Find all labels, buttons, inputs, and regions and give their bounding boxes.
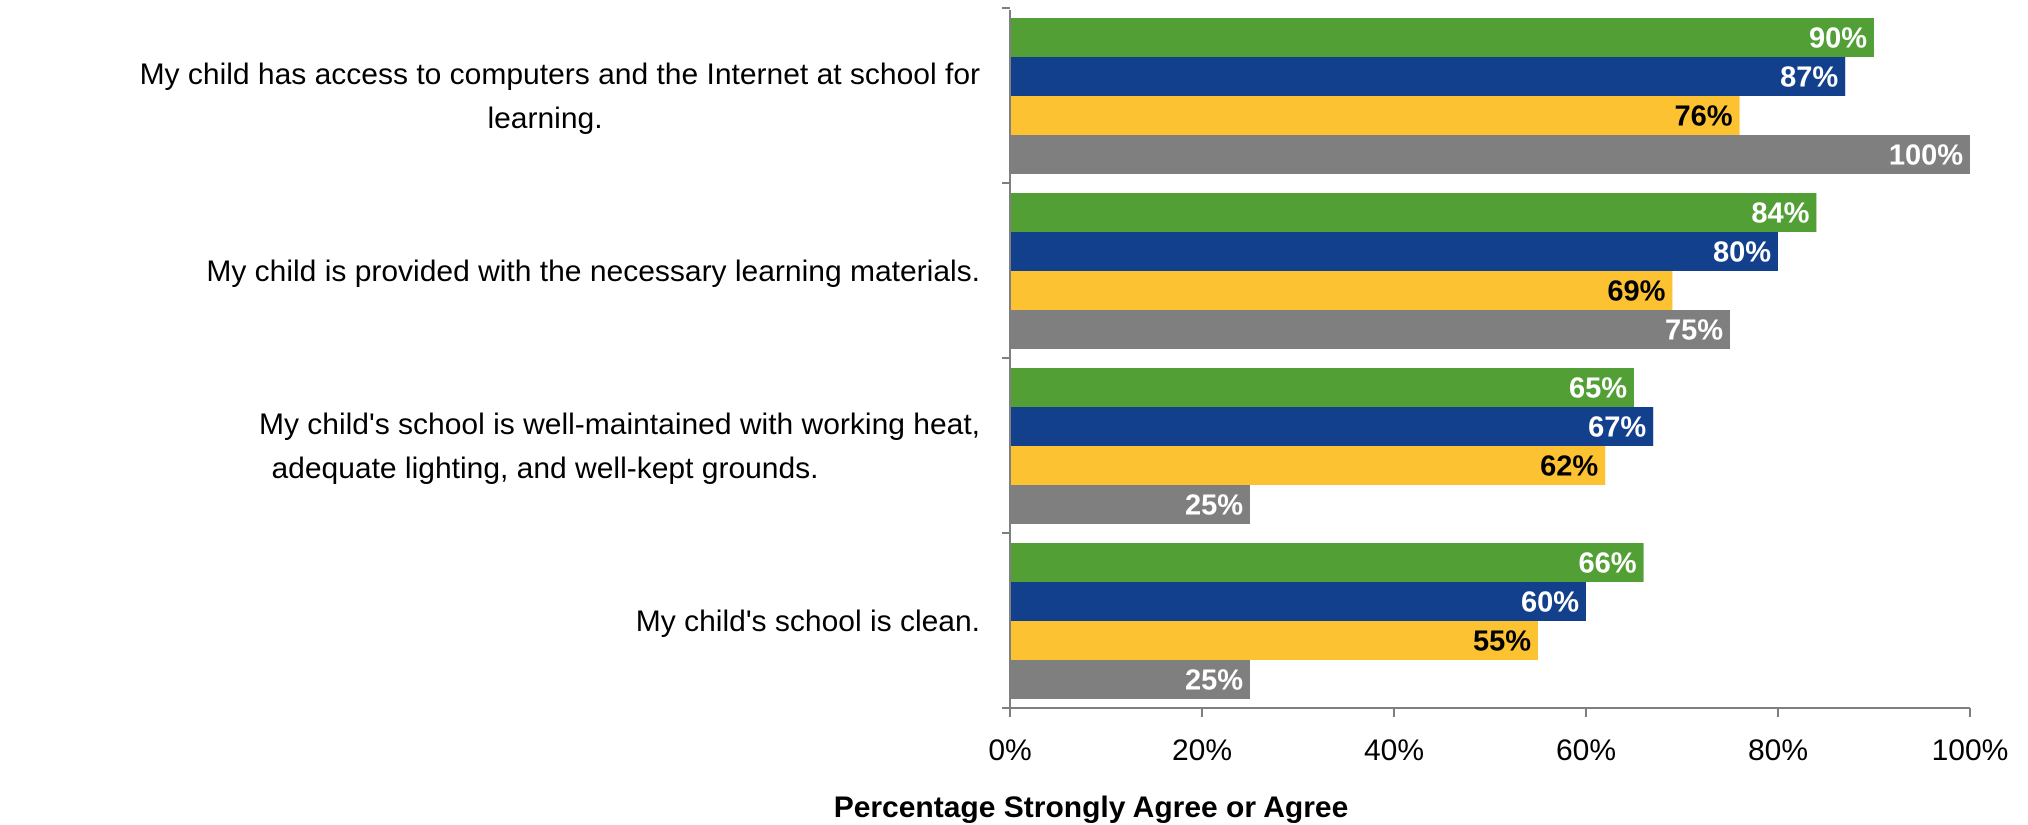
bar: [1010, 543, 1644, 582]
data-label: 69%: [1607, 276, 1665, 308]
data-labels: 90% 87% 76% 100% 84% 80% 69%75% 65% 67% 62% 25% 66%…: [1185, 23, 1963, 697]
bar: [1010, 57, 1846, 96]
data-label: 60%: [1521, 587, 1579, 619]
data-label: 25%: [1185, 490, 1243, 522]
bars-layer: [1010, 18, 1970, 699]
bar: [1010, 446, 1606, 485]
data-label: 65%: [1569, 373, 1627, 405]
category-label: learning.: [487, 102, 602, 135]
data-label: 67%: [1588, 412, 1646, 444]
bar: [1010, 271, 1673, 310]
x-axis-title: Percentage Strongly Agree or Agree: [834, 791, 1349, 824]
bar: [1010, 582, 1586, 621]
category-label: adequate lighting, and well-kept grounds…: [271, 452, 818, 485]
category-labels: My child has access to computers and the…: [140, 58, 980, 638]
bar: [1010, 621, 1538, 660]
x-tick-label: 40%: [1364, 734, 1424, 767]
category-label: My child's school is well-maintained wit…: [259, 408, 980, 441]
x-tick-label: 0%: [988, 734, 1031, 767]
data-label: 55%: [1473, 626, 1531, 658]
x-tick-labels: 0% 20% 40% 60% 80% 100%: [988, 734, 2008, 767]
bar: [1010, 135, 1970, 174]
bar: [1010, 485, 1250, 524]
x-tick-label: 20%: [1172, 734, 1232, 767]
x-tick-label: 100%: [1932, 734, 2009, 767]
bar: [1010, 193, 1817, 232]
category-label: My child has access to computers and the…: [140, 58, 980, 91]
bar: [1010, 18, 1874, 57]
data-label: 84%: [1751, 198, 1809, 230]
data-label: 75%: [1665, 315, 1723, 347]
x-tick-label: 80%: [1748, 734, 1808, 767]
category-label: My child is provided with the necessary …: [206, 255, 980, 288]
x-tick-label: 60%: [1556, 734, 1616, 767]
data-label: 76%: [1675, 101, 1733, 133]
data-label: 90%: [1809, 23, 1867, 55]
bar: [1010, 96, 1740, 135]
category-label: My child's school is clean.: [636, 605, 980, 638]
bar: [1010, 232, 1778, 271]
bar: [1010, 407, 1654, 446]
data-label: 66%: [1579, 548, 1637, 580]
data-label: 62%: [1540, 451, 1598, 483]
bar: [1010, 660, 1250, 699]
axes: [1002, 7, 1971, 717]
data-label: 100%: [1889, 140, 1963, 172]
bar: [1010, 310, 1730, 349]
data-label: 25%: [1185, 665, 1243, 697]
data-label: 87%: [1780, 62, 1838, 94]
bar: [1010, 368, 1634, 407]
data-label: 80%: [1713, 237, 1771, 269]
